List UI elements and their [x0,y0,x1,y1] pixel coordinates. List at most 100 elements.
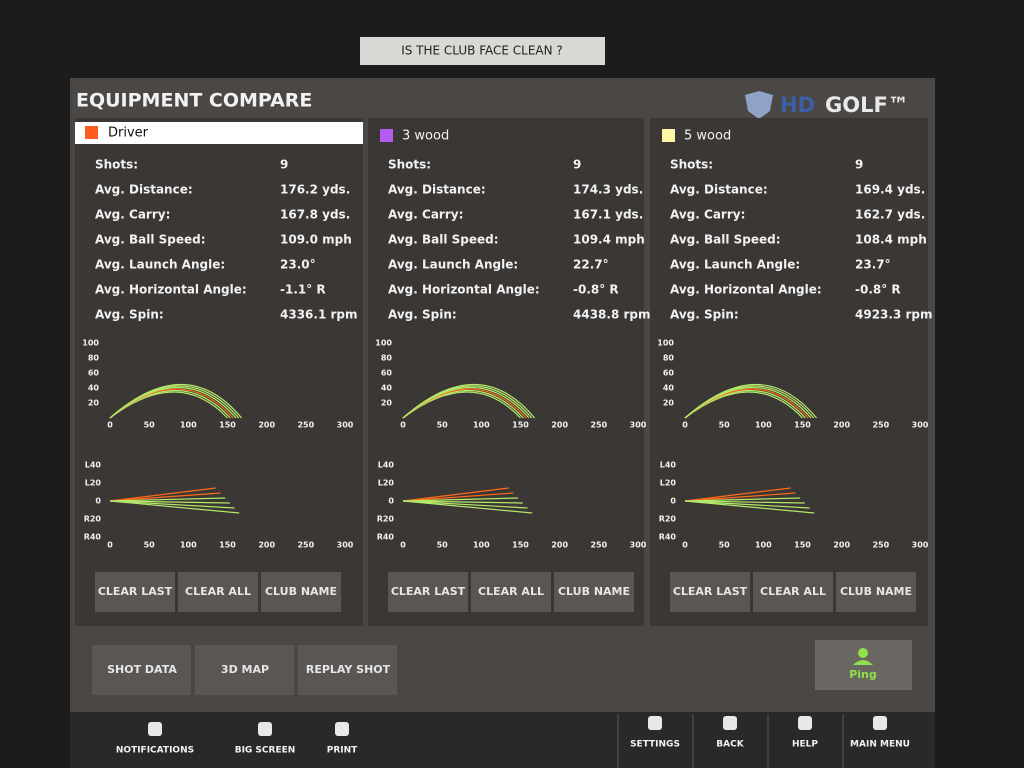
club-button[interactable] [670,572,750,612]
stat-value: 167.8 yds. [280,208,350,222]
distance-tick: 250 [872,421,889,430]
distance-tick: 300 [912,541,929,550]
lateral-line [109,487,216,502]
lateral-line [109,492,221,502]
distance-tick: 200 [258,421,275,430]
height-tick: 60 [88,369,100,378]
distance-tick: 250 [872,541,889,550]
lateral-tick: 0 [670,497,676,506]
stat-label: Avg. Launch Angle: [95,258,225,272]
height-tick: 20 [663,399,675,408]
distance-tick: 200 [258,541,275,550]
distance-tick: 300 [337,421,354,430]
lateral-line [109,497,226,502]
height-tick: 20 [381,399,393,408]
club-button-label[interactable]: CLEAR ALL [760,585,826,598]
height-tick: 40 [663,384,675,393]
distance-tick: 250 [590,421,607,430]
nav-label[interactable]: MAIN MENU [850,740,910,750]
nav-icon [258,722,272,736]
stat-value: 176.2 yds. [280,183,350,197]
stat-value: -0.8° R [855,283,901,297]
player-icon [858,648,868,658]
nav-label[interactable]: BIG SCREEN [235,746,296,756]
club-button-label[interactable]: CLUB NAME [840,585,912,598]
club-button[interactable] [753,572,833,612]
height-tick: 60 [381,369,393,378]
club-button[interactable] [261,572,341,612]
action-label[interactable]: 3D MAP [221,663,269,676]
bezel-sticker [360,37,605,65]
nav-label[interactable]: PRINT [327,746,358,756]
action-label[interactable]: REPLAY SHOT [306,663,391,676]
club-button-label[interactable]: CLEAR ALL [478,585,544,598]
lateral-tick: R20 [659,515,677,524]
trajectory-line [402,383,536,419]
stat-label: Avg. Spin: [670,308,739,322]
stat-value: 109.4 mph [573,233,645,247]
club-button[interactable] [178,572,258,612]
height-tick: 100 [657,339,674,348]
club-button-label[interactable]: CLUB NAME [558,585,630,598]
club-button-label[interactable]: CLEAR LAST [391,585,466,598]
club-name: Driver [108,126,149,141]
distance-tick: 100 [180,421,197,430]
distance-tick: 0 [107,541,113,550]
distance-tick: 250 [297,541,314,550]
stat-label: Avg. Ball Speed: [670,233,781,247]
distance-tick: 150 [512,541,529,550]
stat-label: Avg. Distance: [670,183,768,197]
club-button[interactable] [554,572,634,612]
club-panel [650,118,928,626]
distance-tick: 150 [512,421,529,430]
nav-label[interactable]: BACK [716,740,744,750]
stat-label: Avg. Distance: [388,183,486,197]
nav-icon [148,722,162,736]
action-label[interactable]: SHOT DATA [107,663,177,676]
club-button-label[interactable]: CLEAR ALL [185,585,251,598]
action-button[interactable] [298,645,397,695]
action-button[interactable] [195,645,294,695]
distance-tick: 250 [297,421,314,430]
stat-value: 9 [855,158,863,172]
nav-label[interactable]: SETTINGS [630,740,680,750]
distance-tick: 100 [755,541,772,550]
club-button[interactable] [95,572,175,612]
action-button[interactable] [92,645,191,695]
club-button-label[interactable]: CLUB NAME [265,585,337,598]
lateral-line [109,500,235,509]
stat-label: Avg. Spin: [95,308,164,322]
stat-value: 23.0° [280,258,316,272]
distance-tick: 200 [833,541,850,550]
distance-tick: 0 [107,421,113,430]
lateral-tick: 0 [95,497,101,506]
club-button[interactable] [471,572,551,612]
height-tick: 40 [88,384,100,393]
nav-icon [723,716,737,730]
stat-label: Avg. Distance: [95,183,193,197]
club-button[interactable] [836,572,916,612]
stat-value: 9 [573,158,581,172]
stat-label: Shots: [95,158,138,172]
nav-label[interactable]: HELP [792,740,818,750]
club-button-label[interactable]: CLEAR LAST [98,585,173,598]
lateral-tick: L40 [85,461,102,470]
stat-label: Avg. Ball Speed: [388,233,499,247]
lateral-tick: L20 [85,479,102,488]
lateral-line [109,500,230,504]
club-button[interactable] [388,572,468,612]
player-name[interactable]: Ping [849,668,877,681]
club-button-label[interactable]: CLEAR LAST [673,585,748,598]
lateral-tick: R40 [84,533,102,542]
stat-label: Avg. Carry: [670,208,745,222]
lateral-line [684,492,796,502]
nav-bar [70,712,935,768]
lateral-line [684,497,801,502]
distance-tick: 100 [180,541,197,550]
lateral-tick: L40 [660,461,677,470]
stat-value: 109.0 mph [280,233,352,247]
height-tick: 80 [663,354,675,363]
nav-label[interactable]: NOTIFICATIONS [116,746,194,756]
club-panel [368,118,644,626]
stat-label: Shots: [388,158,431,172]
